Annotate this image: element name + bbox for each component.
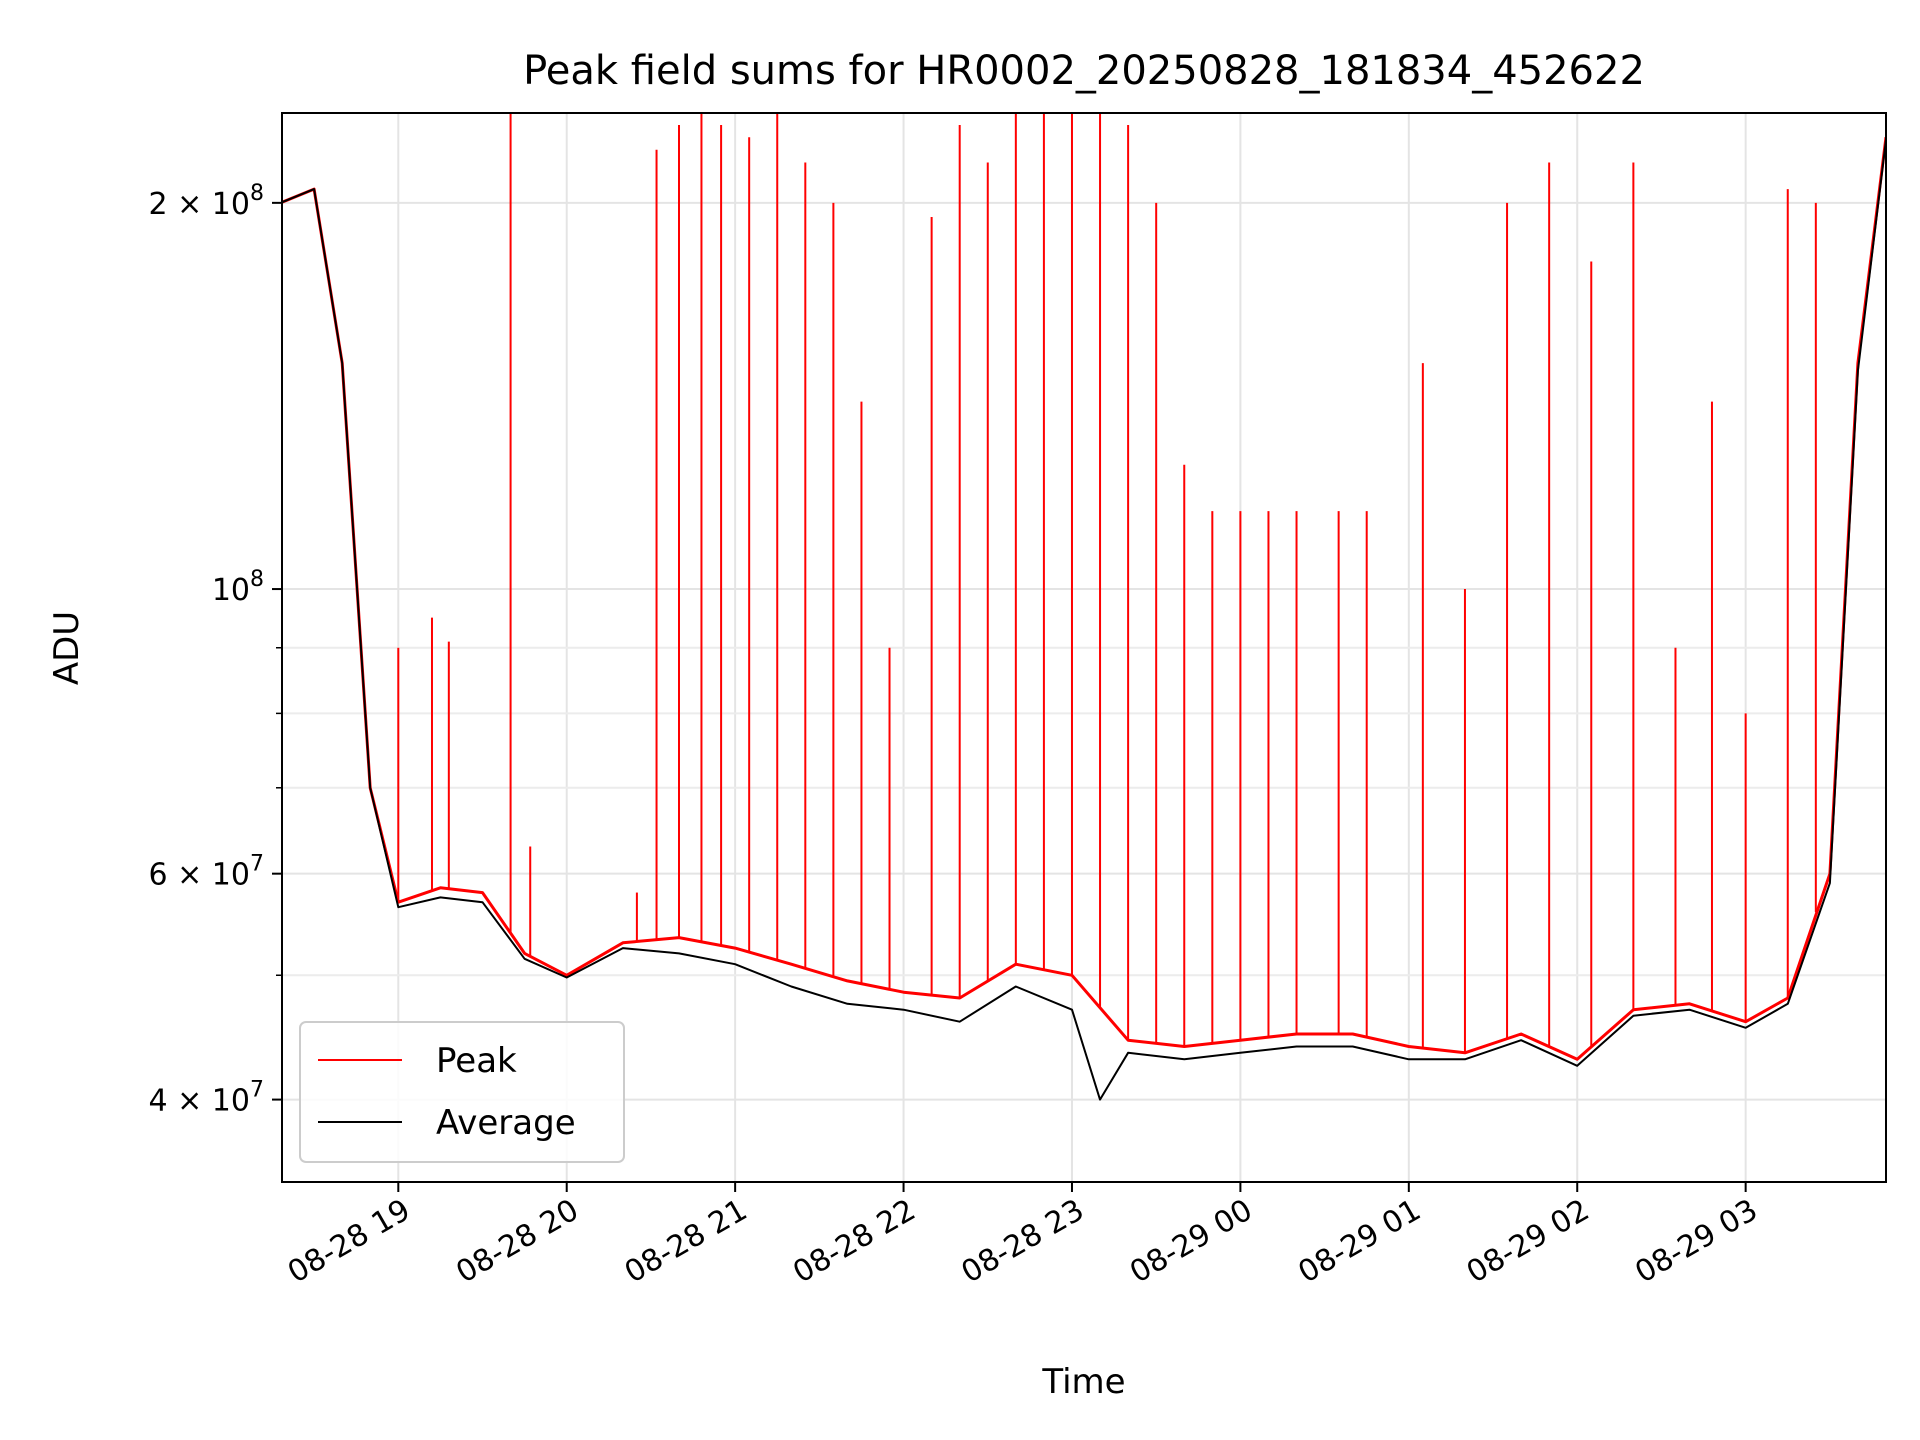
y-axis-label: ADU bbox=[47, 611, 87, 685]
x-tick-label: 08-29 00 bbox=[1124, 1193, 1258, 1291]
x-tick-label: 08-29 02 bbox=[1461, 1193, 1595, 1291]
series-line-average bbox=[282, 139, 1886, 1101]
y-tick-label: 108 bbox=[212, 567, 264, 608]
y-tick-label: 4 × 107 bbox=[149, 1078, 264, 1119]
y-tick-label: 6 × 107 bbox=[149, 852, 264, 893]
x-tick-label: 08-28 19 bbox=[282, 1193, 416, 1291]
series-average bbox=[282, 139, 1886, 1101]
grid bbox=[282, 113, 1886, 1182]
legend-label-peak: Peak bbox=[436, 1041, 517, 1081]
x-tick-label: 08-28 20 bbox=[450, 1193, 584, 1291]
chart-title: Peak field sums for HR0002_20250828_1818… bbox=[523, 48, 1645, 94]
legend-label-average: Average bbox=[436, 1103, 576, 1143]
y-axis: 4 × 107 6 × 107 108 2 × 108 bbox=[149, 181, 282, 1119]
x-tick-label: 08-28 23 bbox=[956, 1193, 1090, 1291]
series-peak bbox=[282, 113, 1886, 1061]
x-axis-label: Time bbox=[1041, 1362, 1125, 1402]
x-tick-label: 08-29 03 bbox=[1629, 1193, 1763, 1291]
y-tick-label: 2 × 108 bbox=[149, 181, 264, 222]
x-tick-label: 08-29 01 bbox=[1292, 1193, 1426, 1291]
legend-box bbox=[299, 1021, 625, 1163]
series-layer bbox=[282, 113, 1886, 1101]
x-tick-label: 08-28 21 bbox=[619, 1193, 753, 1291]
series-line-peak bbox=[282, 137, 1886, 1061]
legend: Peak Average bbox=[299, 1021, 625, 1163]
x-tick-label: 08-28 22 bbox=[787, 1193, 921, 1291]
x-axis: 08-28 19 08-28 20 08-28 21 08-28 22 08-28 23… bbox=[282, 1182, 1764, 1290]
